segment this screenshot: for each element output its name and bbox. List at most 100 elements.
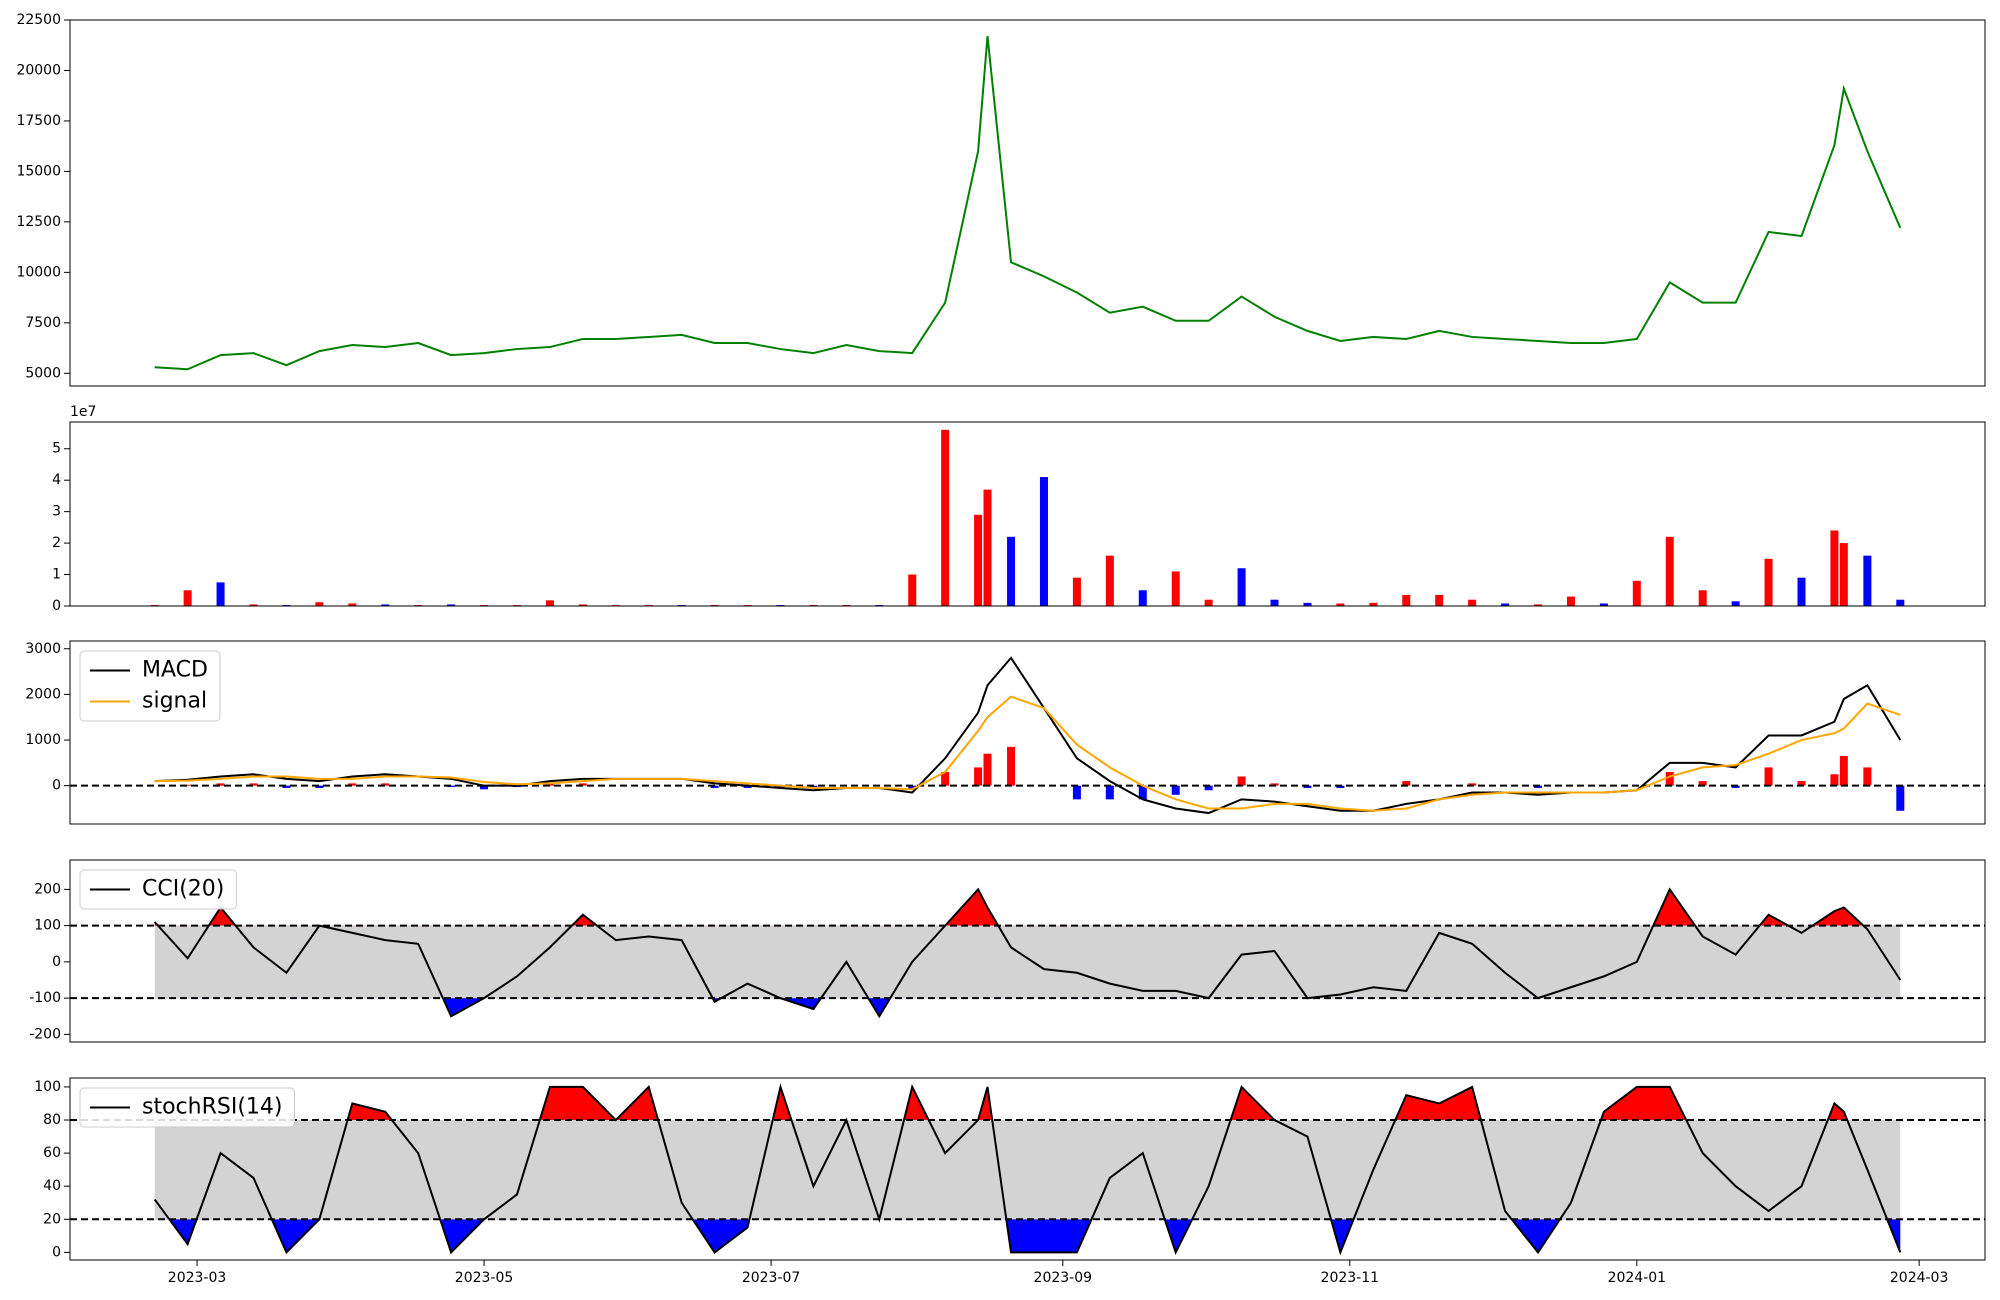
volume-bar [1839, 543, 1848, 606]
y-tick-label: 4 [52, 472, 61, 488]
histogram-bar [1468, 783, 1477, 786]
histogram-bar [1171, 785, 1180, 795]
volume-bar [1336, 603, 1345, 606]
volume-bar [578, 604, 587, 606]
plot-area [70, 1083, 1985, 1256]
y-tick-label: 15000 [16, 163, 61, 179]
y-tick-label: -200 [29, 1026, 61, 1042]
histogram-bar [1270, 783, 1279, 786]
volume-bar [1270, 599, 1279, 606]
line [154, 36, 1902, 371]
lower-fill [154, 1219, 1901, 1253]
x-tick-label: 2023-07 [742, 1270, 801, 1286]
volume-bar [1501, 603, 1510, 606]
histogram-bar [1830, 774, 1839, 786]
y-tick-label: 0 [52, 778, 61, 794]
line [153, 1083, 1902, 1256]
y-tick-label: 22500 [16, 12, 61, 28]
histogram-bar [1896, 785, 1905, 811]
upper-fill [347, 1086, 1848, 1121]
legend-label: stochRSI(14) [142, 1095, 283, 1120]
volume-bar [1863, 555, 1872, 606]
legend-label: MACD [142, 658, 208, 683]
panel: -200 -100 0 100 200 CCI(20) [29, 859, 1986, 1043]
histogram-bar [348, 783, 357, 786]
panel-frame [69, 19, 1986, 387]
histogram-bar [1863, 767, 1872, 786]
histogram-bar [974, 767, 983, 786]
line [153, 887, 1902, 1019]
volume-bar [1468, 599, 1477, 606]
volume-bar [447, 604, 456, 606]
volume-bar [1204, 599, 1213, 606]
histogram-bar [216, 783, 225, 786]
histogram-bar [1072, 785, 1081, 800]
volume-bar [348, 603, 357, 606]
legend-label: signal [142, 689, 207, 714]
histogram-bar [1336, 785, 1345, 788]
volume-bar [1435, 594, 1444, 606]
y-tick-label: 200 [34, 881, 61, 897]
x-tick-label: 2023-05 [455, 1270, 514, 1286]
x-tick-label: 2023-03 [168, 1270, 227, 1286]
histogram-bar [315, 785, 324, 788]
histogram-bar [743, 785, 752, 788]
plot-area [154, 36, 1902, 371]
panel: 0 1 2 3 4 5 1e7 [52, 404, 1986, 614]
histogram-bar [282, 785, 291, 788]
panel: 5000 7500 10000 12500 15000 17500 20000 22500 [16, 12, 1986, 387]
volume-bar [1797, 577, 1806, 606]
volume-bar [1105, 555, 1114, 606]
y-tick-label: 40 [43, 1178, 61, 1194]
volume-bar [908, 574, 917, 606]
panel-frame [69, 1077, 1986, 1261]
y-tick-label: 5 [52, 441, 61, 457]
legend [79, 650, 221, 722]
histogram-bar [1534, 785, 1543, 788]
histogram-bar [1105, 785, 1114, 800]
legend-label: CCI(20) [142, 877, 224, 902]
y-tick-label: 10000 [16, 264, 61, 280]
volume-bar [941, 429, 950, 606]
volume-bar [1665, 536, 1674, 606]
volume-bar [545, 600, 554, 606]
volume-bar [249, 604, 258, 606]
y-tick-label: 2 [52, 535, 61, 551]
histogram-bar [1665, 771, 1674, 786]
histogram-bar [1698, 781, 1707, 786]
histogram-bar [1764, 767, 1773, 786]
histogram-bar [1731, 785, 1740, 788]
y-tick-label: 0 [52, 954, 61, 970]
histogram-bar [1007, 746, 1016, 786]
volume-bar [1698, 590, 1707, 606]
neutral-band [154, 925, 1901, 999]
histogram-bar [1839, 756, 1848, 786]
volume-bar [1072, 577, 1081, 606]
volume-bar [183, 590, 192, 606]
histogram-bar [1303, 785, 1312, 788]
volume-bar [1599, 603, 1608, 606]
volume-bar [1534, 604, 1543, 606]
histogram-bar [776, 785, 785, 788]
x-tick-label: 2024-01 [1608, 1270, 1667, 1286]
line [154, 695, 1901, 812]
histogram-bar [249, 783, 258, 786]
histogram-bar [545, 783, 554, 786]
histogram-bar [1797, 781, 1806, 786]
panel: 0 20 40 60 80 100 2023-03 2023-05 2023-07 2023-09… [34, 1077, 1986, 1286]
panel-frame [69, 859, 1986, 1043]
y-tick-label: 20000 [16, 62, 61, 78]
y-tick-label: 5000 [25, 365, 61, 381]
panel-frame [69, 421, 1986, 607]
volume-bar [1007, 536, 1016, 606]
histogram-bar [1237, 776, 1246, 786]
x-tick-label: 2024-03 [1890, 1270, 1949, 1286]
volume-bar [1566, 596, 1575, 606]
y-tick-label: 80 [43, 1112, 61, 1128]
axis-offset-label: 1e7 [70, 404, 96, 420]
y-tick-label: 2000 [25, 686, 61, 702]
volume-bar [1764, 558, 1773, 606]
y-tick-label: 3000 [25, 641, 61, 657]
volume-bar [1303, 602, 1312, 606]
